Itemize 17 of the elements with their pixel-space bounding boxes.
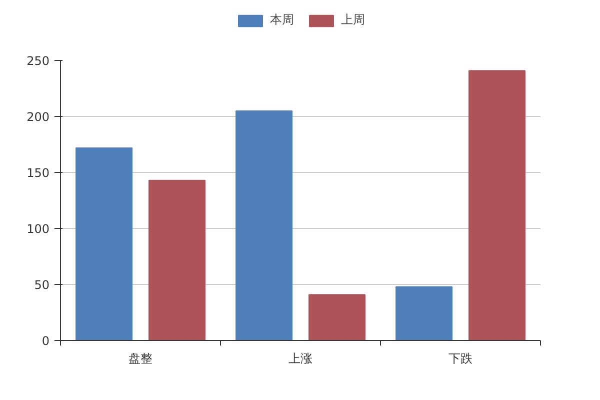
x-tick-label: 下跌 xyxy=(448,352,472,366)
x-tick-label: 上涨 xyxy=(288,352,312,366)
bar xyxy=(396,286,453,340)
x-tick-label: 盘整 xyxy=(128,352,152,366)
y-tick-label: 150 xyxy=(26,166,50,180)
bar xyxy=(468,70,526,340)
y-tick-label: 50 xyxy=(34,278,50,292)
bar xyxy=(76,147,133,340)
legend-label: 本周 xyxy=(270,12,294,28)
y-tick-label: 200 xyxy=(26,110,50,124)
bar xyxy=(236,110,293,340)
y-tick-label: 0 xyxy=(42,334,50,348)
y-tick-label: 250 xyxy=(26,54,50,68)
legend-label: 上周 xyxy=(341,12,365,28)
y-tick-label: 100 xyxy=(26,222,50,236)
bar xyxy=(308,294,366,340)
bar xyxy=(148,180,206,340)
